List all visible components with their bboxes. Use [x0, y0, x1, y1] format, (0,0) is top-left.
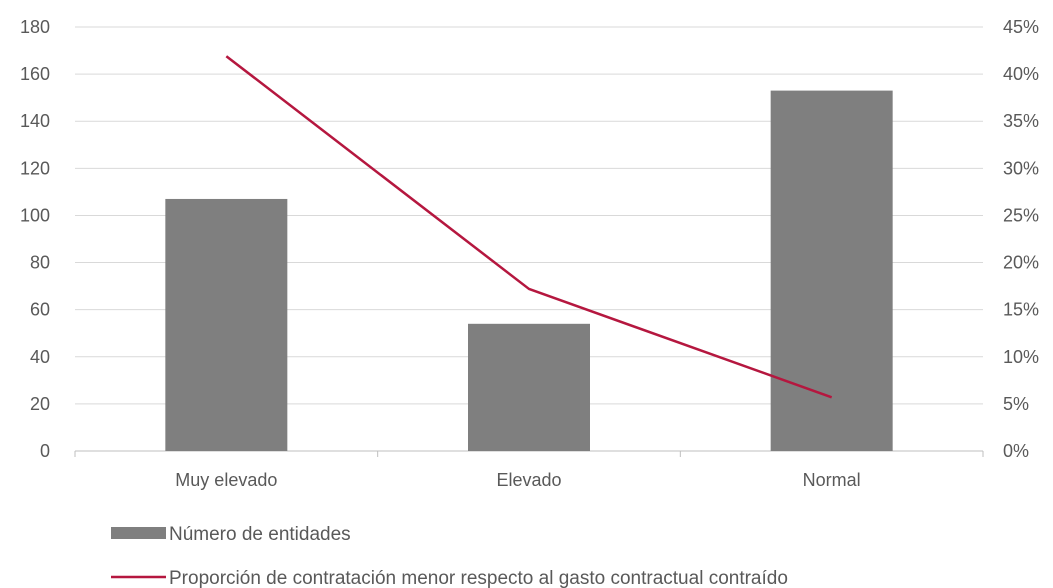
y-right-tick-label: 25% [1003, 205, 1039, 225]
y-right-tick-label: 45% [1003, 17, 1039, 37]
legend-label-bar: Número de entidades [169, 524, 351, 545]
y-left-tick-label: 40 [30, 347, 50, 367]
y-right-tick-label: 40% [1003, 64, 1039, 84]
y-left-tick-label: 60 [30, 300, 50, 320]
y-right-tick-label: 5% [1003, 394, 1029, 414]
y-right-tick-label: 30% [1003, 158, 1039, 178]
x-tick-label: Elevado [496, 470, 561, 490]
legend-bar-swatch [111, 527, 166, 539]
legend-label-line: Proporción de contratación menor respect… [169, 568, 788, 588]
y-left-tick-label: 120 [20, 158, 50, 178]
x-tick-label: Muy elevado [175, 470, 277, 490]
y-right-tick-label: 20% [1003, 253, 1039, 273]
y-left-tick-label: 180 [20, 17, 50, 37]
y-right-tick-label: 35% [1003, 111, 1039, 131]
y-right-tick-label: 15% [1003, 300, 1039, 320]
y-left-tick-label: 160 [20, 64, 50, 84]
bar [468, 323, 590, 451]
y-left-tick-label: 140 [20, 111, 50, 131]
y-left-tick-label: 0 [40, 441, 50, 461]
y-right-tick-label: 10% [1003, 347, 1039, 367]
bar [165, 198, 288, 451]
y-right-tick-label: 0% [1003, 441, 1029, 461]
y-left-tick-label: 100 [20, 205, 50, 225]
y-left-tick-label: 80 [30, 253, 50, 273]
bar [770, 90, 893, 451]
x-tick-label: Normal [803, 470, 861, 490]
y-left-tick-label: 20 [30, 394, 50, 414]
